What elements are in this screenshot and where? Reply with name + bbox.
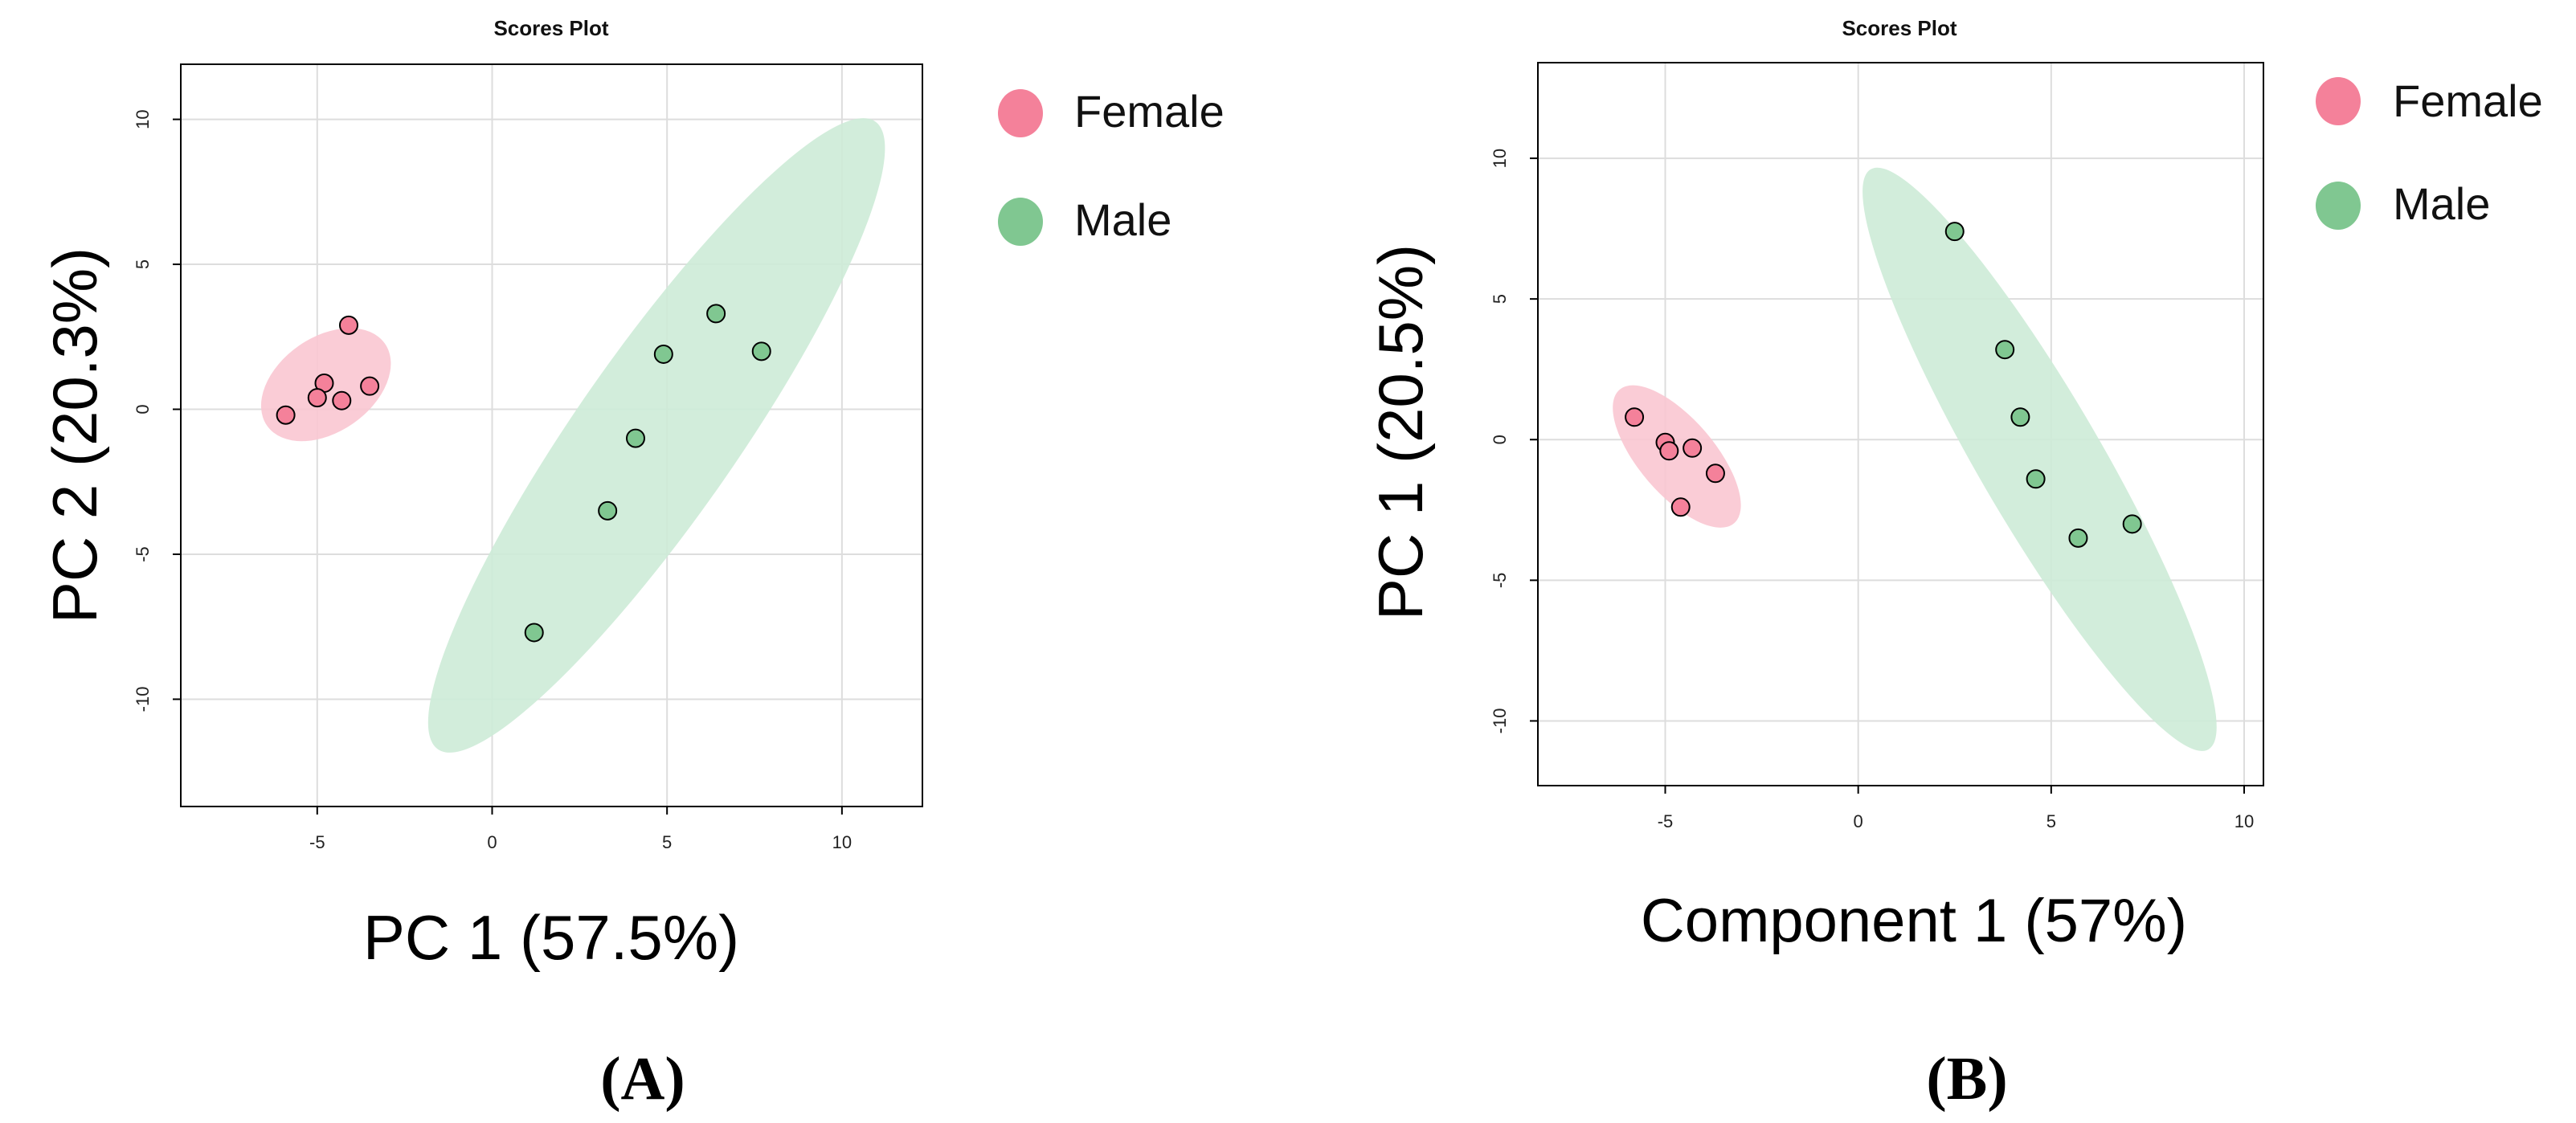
panel-a: Scores Plot -5 0 5 10 -10 -5 0 5 10 PC 1 (57.5%… <box>39 16 1225 1113</box>
legend-label-female-b: Female <box>2393 76 2543 126</box>
data-point-female-a <box>360 376 380 396</box>
x-tick-label-a: 10 <box>832 832 852 852</box>
data-point-male-a <box>625 428 645 448</box>
data-point-female-a <box>276 405 296 425</box>
data-point-male-a <box>524 623 544 643</box>
panel-label-b: (B) <box>1926 1045 2007 1113</box>
plot-title-a: Scores Plot <box>493 16 608 40</box>
legend-label-male-a: Male <box>1074 194 1171 245</box>
data-point-female-b <box>1705 463 1725 484</box>
x-tick-label-b: 10 <box>2235 811 2254 831</box>
x-tick-label-a: -5 <box>309 832 325 852</box>
data-point-female-b <box>1670 497 1691 517</box>
x-tick-label-b: 5 <box>2046 811 2056 831</box>
y-tick-label-a: -10 <box>133 687 153 713</box>
data-point-male-a <box>598 500 618 521</box>
y-tick-label-a: 5 <box>133 259 153 269</box>
y-tick-label-b: -5 <box>1490 573 1510 589</box>
ellipses-b <box>1613 167 2217 751</box>
data-point-male-b <box>1995 340 2015 360</box>
plot-frame-b <box>1537 62 2264 786</box>
legend-b: Female Male <box>2316 76 2543 230</box>
y-axis-title-a: PC 2 (20.3%) <box>39 247 110 623</box>
data-point-male-b <box>2122 514 2142 534</box>
plot-title-b: Scores Plot <box>1842 16 1957 40</box>
points-a <box>276 304 771 643</box>
legend-a: Female Male <box>998 86 1225 246</box>
x-tick-label-a: 0 <box>487 832 497 852</box>
x-ticks-b: -5 0 5 10 <box>1658 786 2254 831</box>
data-point-male-b <box>2068 528 2088 548</box>
data-point-female-b <box>1659 441 1679 461</box>
y-tick-label-a: 0 <box>133 404 153 414</box>
legend-marker-female-b <box>2316 77 2361 125</box>
legend-label-male-b: Male <box>2393 178 2490 229</box>
y-tick-label-b: 0 <box>1490 435 1510 444</box>
legend-marker-female-a <box>998 89 1043 137</box>
x-ticks-a: -5 0 5 10 <box>309 807 852 852</box>
data-point-male-a <box>653 344 673 364</box>
confidence-ellipse-male-b <box>1862 167 2217 751</box>
data-point-female-b <box>1683 438 1703 458</box>
ellipses-a <box>260 118 885 753</box>
panel-label-a: (A) <box>600 1045 685 1113</box>
x-tick-label-a: 5 <box>662 832 672 852</box>
x-axis-title-b: Component 1 (57%) <box>1641 887 2187 955</box>
data-point-female-a <box>307 388 327 408</box>
data-point-male-b <box>1944 222 1965 242</box>
legend-marker-male-a <box>998 198 1043 246</box>
y-axis-title-b: PC 1 (20.5%) <box>1365 244 1436 620</box>
data-point-male-a <box>706 304 726 324</box>
y-tick-label-b: 5 <box>1490 294 1510 304</box>
data-point-male-b <box>2026 469 2046 489</box>
x-tick-label-b: -5 <box>1658 811 1674 831</box>
y-tick-label-b: 10 <box>1490 149 1510 168</box>
data-point-female-a <box>338 315 358 335</box>
y-tick-label-a: 10 <box>133 109 153 129</box>
legend-marker-male-b <box>2316 182 2361 230</box>
x-axis-title-a: PC 1 (57.5%) <box>363 902 739 973</box>
data-point-female-a <box>332 390 352 410</box>
y-tick-label-a: -5 <box>133 546 153 562</box>
x-tick-label-b: 0 <box>1854 811 1863 831</box>
panel-b: Scores Plot -5 0 5 10 -10 -5 0 5 10 Component 1… <box>1365 16 2543 1113</box>
y-tick-label-b: -10 <box>1490 709 1510 734</box>
legend-label-female-a: Female <box>1074 86 1225 137</box>
y-ticks-a: -10 -5 0 5 10 <box>133 109 181 712</box>
plot-frame-a <box>180 63 923 807</box>
data-point-male-b <box>2010 407 2030 427</box>
data-point-male-a <box>751 341 771 361</box>
confidence-ellipse-male-a <box>427 118 885 753</box>
data-point-female-b <box>1625 407 1645 427</box>
y-ticks-b: -10 -5 0 5 10 <box>1490 149 1538 734</box>
points-b <box>1625 222 2142 548</box>
